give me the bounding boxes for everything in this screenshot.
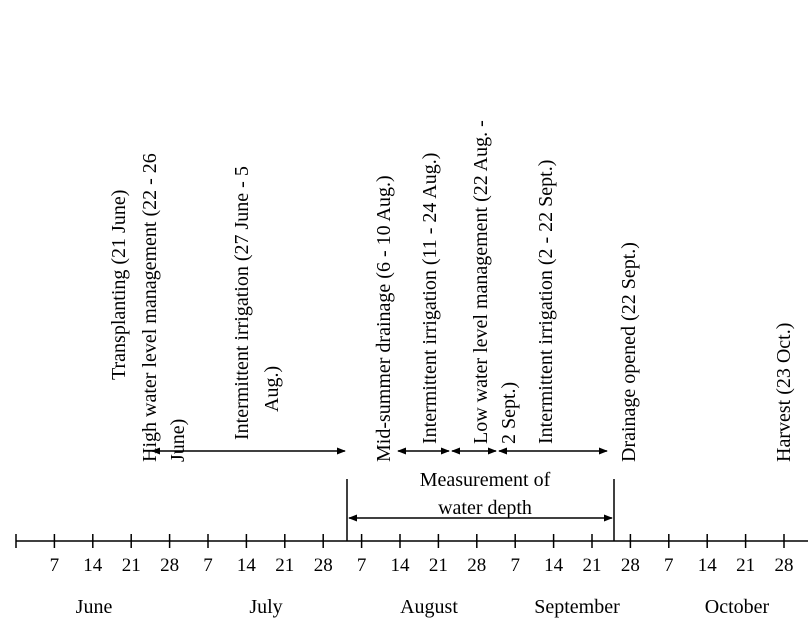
axis-tick-label: 21	[736, 555, 755, 576]
event-harvest: Harvest (23 Oct.)	[773, 323, 795, 462]
axis-tick-label: 21	[275, 555, 294, 576]
axis-tick-label: 7	[510, 555, 520, 576]
axis-tick-label: 28	[775, 555, 794, 576]
axis-tick-label: 28	[621, 555, 640, 576]
axis-tick-label: 14	[391, 555, 411, 576]
axis-tick-label: 14	[237, 555, 257, 576]
axis-tick-label: 7	[664, 555, 674, 576]
axis-tick-label: 14	[698, 555, 718, 576]
measurement-label-line2: water depth	[438, 497, 532, 519]
event-intermittent1-line1: Intermittent irrigation (27 June - 5	[231, 166, 253, 440]
event-labels: Transplanting (21 June) High water level…	[108, 120, 795, 462]
month-labels: June July August September October	[76, 596, 770, 618]
measurement-period: Measurement of water depth	[346, 469, 615, 541]
month-label-july: July	[249, 596, 282, 618]
event-drainage-opened: Drainage opened (22 Sept.)	[618, 242, 640, 462]
axis-tick-label: 28	[160, 555, 179, 576]
time-axis: 7 14 21 28 7 14 21 28 7 14 21 28 7 14 21 28 7 14 21 28	[15, 534, 808, 576]
axis-tick-labels: 7 14 21 28 7 14 21 28 7 14 21 28 7 14 21 28 7 14 21 28	[50, 555, 794, 576]
axis-tick-label: 7	[357, 555, 367, 576]
axis-tick-label: 7	[50, 555, 60, 576]
measurement-label-line1: Measurement of	[420, 469, 551, 491]
month-label-october: October	[705, 596, 770, 618]
axis-tick-label: 28	[467, 555, 486, 576]
axis-tick-label: 7	[203, 555, 213, 576]
month-label-august: August	[400, 596, 458, 618]
event-intermittent2: Intermittent irrigation (11 - 24 Aug.)	[419, 153, 441, 444]
axis-tick-label: 21	[429, 555, 448, 576]
axis-ticks	[15, 534, 785, 548]
event-intermittent1-line2: Aug.)	[261, 366, 283, 412]
month-label-june: June	[76, 596, 113, 618]
event-midsummer: Mid-summer drainage (6 - 10 Aug.)	[373, 175, 395, 462]
month-label-september: September	[534, 596, 620, 618]
event-transplanting: Transplanting (21 June)	[108, 190, 130, 380]
axis-tick-label: 28	[314, 555, 333, 576]
event-low-water-line2: 2 Sept.)	[498, 382, 520, 444]
event-low-water-line1: Low water level management (22 Aug. -	[470, 120, 492, 444]
axis-tick-label: 14	[83, 555, 103, 576]
axis-tick-label: 21	[583, 555, 602, 576]
event-intermittent3: Intermittent irrigation (2 - 22 Sept.)	[535, 160, 557, 444]
event-high-water-line2: June)	[167, 419, 189, 462]
axis-tick-label: 14	[544, 555, 564, 576]
axis-tick-label: 21	[122, 555, 141, 576]
event-high-water-line1: High water level management (22 - 26	[139, 153, 161, 462]
